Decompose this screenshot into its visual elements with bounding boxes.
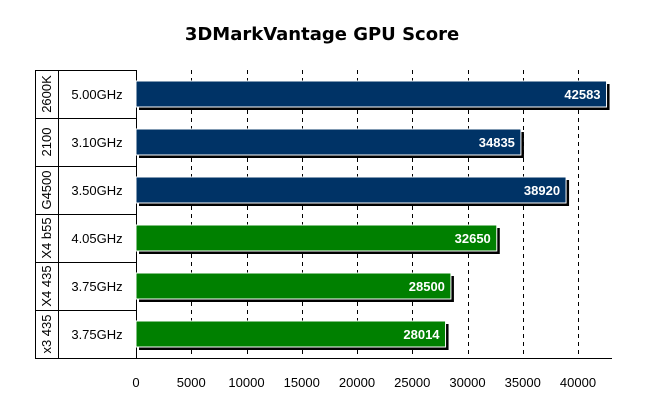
data-label: 38920 — [524, 183, 560, 198]
bar — [135, 128, 522, 156]
category-group-label: X4 b55 — [39, 217, 54, 258]
bars-group: 42583 34835 38920 32650 28500 28014 — [135, 80, 610, 350]
grid-lines — [191, 70, 579, 358]
category-speed-label: 3.10GHz — [71, 135, 122, 150]
x-axis-ticks: 0 5000 10000 15000 20000 25000 30000 35000 40000 — [132, 375, 596, 390]
x-tick-label: 5000 — [177, 375, 206, 390]
category-speed-label: 3.75GHz — [71, 279, 122, 294]
bar — [135, 272, 452, 300]
category-speed-label: 5.00GHz — [71, 87, 122, 102]
x-tick-label: 25000 — [394, 375, 430, 390]
category-speed-label: 3.50GHz — [71, 183, 122, 198]
category-group-label: 2100 — [39, 128, 54, 157]
data-label: 28500 — [409, 279, 445, 294]
x-tick-label: 10000 — [228, 375, 264, 390]
data-label: 28014 — [403, 327, 440, 342]
category-frame — [35, 70, 612, 359]
category-group-label: G4500 — [39, 170, 54, 209]
category-group-label: x3 435 — [39, 314, 54, 353]
bar — [135, 320, 447, 348]
data-label: 42583 — [564, 87, 600, 102]
category-speed-label: 3.75GHz — [71, 327, 122, 342]
x-tick-label: 0 — [132, 375, 139, 390]
data-label: 32650 — [455, 231, 491, 246]
bar — [135, 224, 498, 252]
x-tick-label: 20000 — [339, 375, 375, 390]
x-tick-label: 15000 — [284, 375, 320, 390]
bar — [135, 80, 608, 108]
category-speed-label: 4.05GHz — [71, 231, 122, 246]
category-group-label: 2600K — [39, 75, 54, 113]
chart-title: 3DMarkVantage GPU Score — [185, 24, 459, 45]
bar — [135, 176, 567, 204]
x-tick-label: 40000 — [560, 375, 596, 390]
x-tick-label: 30000 — [449, 375, 485, 390]
data-label: 34835 — [479, 135, 515, 150]
x-tick-label: 35000 — [505, 375, 541, 390]
category-labels: 5.00GHz 2600K 3.10GHz 2100 3.50GHz G4500 4.05G… — [39, 75, 123, 354]
category-group-label: X4 435 — [39, 265, 54, 306]
